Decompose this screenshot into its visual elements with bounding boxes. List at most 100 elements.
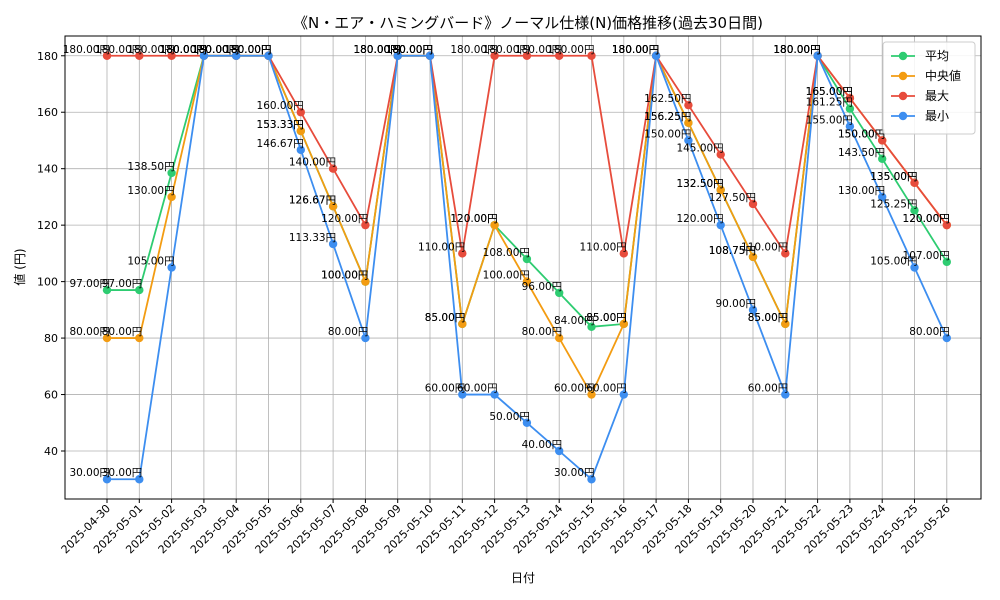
data-point <box>619 390 628 399</box>
y-tick-label: 180 <box>37 50 58 63</box>
legend-label: 最小 <box>925 109 949 123</box>
series-group <box>102 51 951 484</box>
data-label: 180.00円 <box>612 44 659 56</box>
data-point <box>651 51 661 60</box>
data-point <box>328 164 338 173</box>
y-tick-label: 120 <box>37 219 58 232</box>
data-label: 180.00円 <box>612 44 659 56</box>
data-label: 30.00円 <box>69 467 110 479</box>
data-point <box>522 51 532 60</box>
data-label: 85.00円 <box>748 312 789 324</box>
data-label: 180.00円 <box>450 44 497 56</box>
data-point <box>490 390 499 399</box>
data-point <box>393 51 402 60</box>
data-label: 120.00円 <box>903 213 950 225</box>
data-point <box>328 239 338 249</box>
data-label: 160.00円 <box>257 100 304 112</box>
chart-title: 《N・エア・ハミングバード》ノーマル仕様(N)価格推移(過去30日間) <box>293 14 763 32</box>
data-label: 180.00円 <box>773 44 820 56</box>
data-label: 180.00円 <box>224 44 271 56</box>
data-label: 162.50円 <box>644 93 691 105</box>
data-label: 180.00円 <box>547 44 594 56</box>
data-point <box>264 51 273 60</box>
data-labels: 97.00円97.00円138.50円180.00円180.00円180.00円… <box>63 44 950 479</box>
data-label: 180.00円 <box>127 44 174 56</box>
data-point <box>781 319 790 329</box>
data-point <box>942 257 951 267</box>
data-point <box>910 178 919 188</box>
data-point <box>716 220 725 230</box>
data-point <box>716 150 725 159</box>
data-label: 180.00円 <box>192 44 239 56</box>
data-point <box>167 263 176 272</box>
data-label: 180.00円 <box>192 44 239 56</box>
data-label: 120.00円 <box>450 213 497 225</box>
data-label: 60.00円 <box>586 383 627 395</box>
data-label: 140.00円 <box>289 157 336 169</box>
data-label: 180.00円 <box>353 44 400 56</box>
data-label: 125.25円 <box>870 198 917 210</box>
data-point <box>102 51 112 60</box>
data-label: 180.00円 <box>612 44 659 56</box>
data-label: 100.00円 <box>321 270 368 282</box>
data-label: 180.00円 <box>773 44 820 56</box>
data-label: 110.00円 <box>741 241 788 253</box>
y-tick-label: 80 <box>44 332 58 345</box>
data-label: 180.00円 <box>515 44 562 56</box>
data-label: 84.00円 <box>554 315 595 327</box>
plot-frame <box>64 35 982 500</box>
data-point <box>135 333 144 343</box>
data-label: 165.00円 <box>806 86 853 98</box>
data-label: 85.00円 <box>586 312 627 324</box>
data-label: 180.00円 <box>95 44 142 56</box>
data-point <box>361 277 370 286</box>
data-point <box>587 322 596 331</box>
data-point <box>878 192 887 202</box>
data-point <box>522 277 532 286</box>
data-label: 110.00円 <box>580 241 627 253</box>
data-point <box>878 154 887 164</box>
data-point <box>555 333 564 343</box>
legend-swatch-marker <box>898 111 908 121</box>
data-point <box>458 319 467 329</box>
data-label: 120.00円 <box>450 213 497 225</box>
legend-item: 最大 <box>891 89 949 103</box>
data-label: 180.00円 <box>63 44 110 56</box>
data-point <box>878 136 887 145</box>
legend-item: 最小 <box>891 109 949 123</box>
data-point <box>167 192 176 202</box>
data-point <box>102 333 112 343</box>
data-label: 130.00円 <box>838 185 885 197</box>
data-point <box>587 390 596 399</box>
data-point <box>135 285 144 295</box>
legend-label: 中央値 <box>925 68 961 83</box>
data-label: 180.00円 <box>224 44 271 56</box>
data-label: 110.00円 <box>418 241 465 253</box>
data-label: 120.00円 <box>676 213 723 225</box>
data-point <box>135 475 144 484</box>
data-label: 180.00円 <box>160 44 207 56</box>
data-label: 150.00円 <box>838 128 885 140</box>
data-label: 100.00円 <box>483 270 530 282</box>
data-label: 30.00円 <box>102 467 143 479</box>
legend-label: 最大 <box>925 89 949 103</box>
data-point <box>942 333 951 343</box>
data-label: 150.00円 <box>838 128 885 140</box>
data-point <box>748 305 758 315</box>
data-point <box>102 285 112 295</box>
data-point <box>684 136 693 145</box>
data-point <box>361 220 370 230</box>
data-point <box>522 418 532 427</box>
data-point <box>296 126 305 136</box>
data-label: 80.00円 <box>522 326 563 338</box>
data-label: 105.00円 <box>127 256 174 268</box>
data-point <box>490 51 499 60</box>
data-point <box>458 390 467 399</box>
y-tick-label: 100 <box>37 276 58 289</box>
data-label: 90.00円 <box>715 298 756 310</box>
data-point <box>458 249 467 258</box>
data-label: 108.75円 <box>709 245 756 257</box>
data-point <box>555 51 564 60</box>
data-label: 80.00円 <box>328 326 369 338</box>
